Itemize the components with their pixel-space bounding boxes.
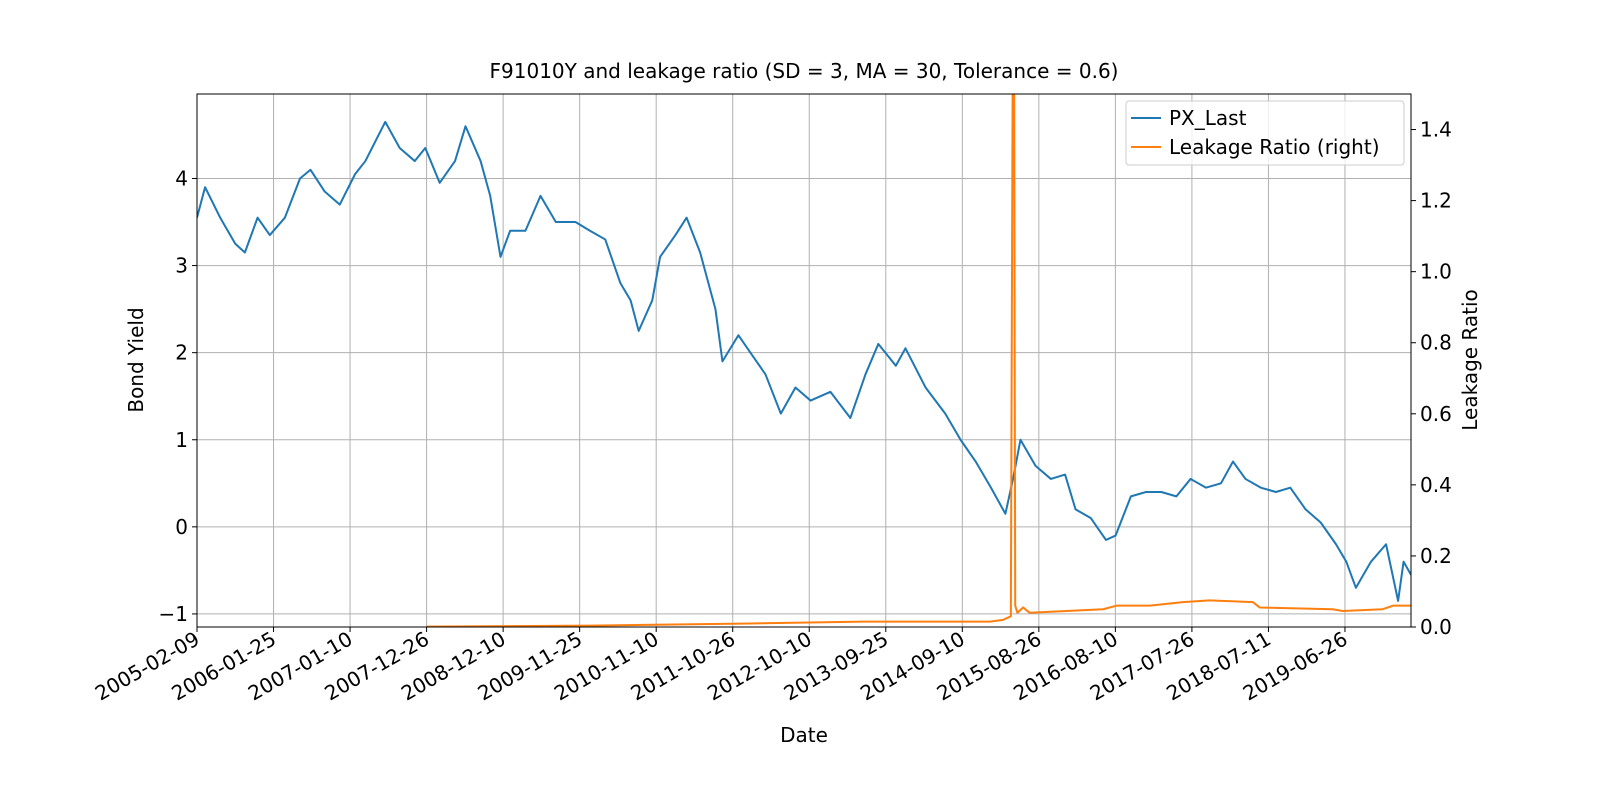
line-series xyxy=(197,120,1411,602)
plot-frame xyxy=(196,93,1412,628)
y-tick-label: 2 xyxy=(175,341,188,365)
y-tick-label: 0 xyxy=(175,515,188,539)
y-axis-label: Bond Yield xyxy=(124,307,148,412)
x-axis-label: Date xyxy=(780,723,828,747)
y-tick-label: 1 xyxy=(175,428,188,452)
legend-box xyxy=(1125,100,1405,166)
chart-title: F91010Y and leakage ratio (SD = 3, MA = … xyxy=(490,59,1119,83)
y2-tick-label: 0.2 xyxy=(1420,544,1452,568)
y-tick-label: 4 xyxy=(175,166,188,190)
y-tick-label: −1 xyxy=(159,602,188,626)
legend-label: PX_Last xyxy=(1169,106,1247,130)
y2-tick-label: 0.6 xyxy=(1420,402,1452,426)
y2-tick-label: 0.8 xyxy=(1420,331,1452,355)
y2-axis-label: Leakage Ratio xyxy=(1458,289,1482,431)
y2-tick-label: 0.4 xyxy=(1420,473,1452,497)
line-series xyxy=(426,94,1411,627)
y2-tick-label: 0.0 xyxy=(1420,615,1452,639)
y2-tick-label: 1.4 xyxy=(1420,118,1452,142)
legend-label: Leakage Ratio (right) xyxy=(1169,135,1380,159)
y-tick-label: 3 xyxy=(175,254,188,278)
y2-tick-label: 1.0 xyxy=(1420,260,1452,284)
y2-tick-label: 1.2 xyxy=(1420,189,1452,213)
plot-area xyxy=(197,94,1411,627)
